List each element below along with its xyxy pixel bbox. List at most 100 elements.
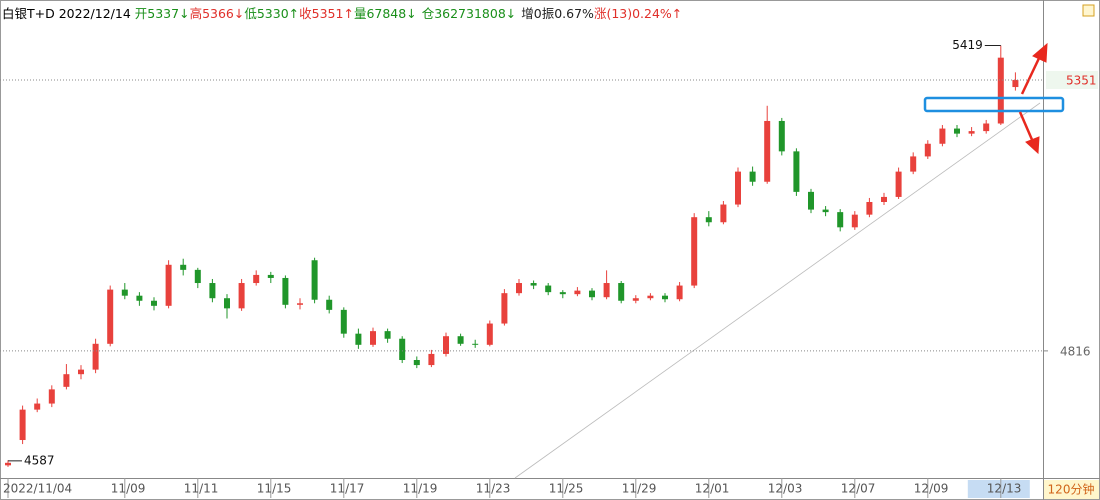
quote-item: 高5366↓ [189, 6, 245, 21]
quote-items: 开5337↓高5366↓低5330↑收5351↑量67848↓ 仓36273180… [135, 6, 683, 21]
x-tick-highlight [967, 480, 1030, 498]
settings-icon[interactable] [1082, 4, 1095, 17]
candle-body [238, 283, 245, 309]
candle-body [19, 409, 26, 441]
candle-body [618, 283, 625, 301]
candle-body [311, 260, 318, 300]
candle-body [267, 274, 274, 278]
x-tick-label: 12/03 [768, 482, 803, 496]
candle-body [326, 299, 333, 310]
candle-body [516, 283, 522, 294]
trend-line [514, 102, 1041, 479]
candle-body [676, 285, 683, 300]
candle-body [501, 293, 508, 324]
quote-item: 收5351↑ [299, 6, 354, 21]
arrows [1018, 42, 1048, 155]
x-tick-label: 2022/11/04 [3, 482, 72, 496]
candle-body [735, 171, 741, 205]
candle-body [589, 290, 595, 298]
candle-body [78, 369, 84, 375]
candle-body [793, 151, 800, 192]
candle-body [48, 389, 55, 404]
x-tick-label: 11/29 [622, 482, 657, 496]
last-price-bg [1046, 70, 1098, 89]
highlight-box [923, 96, 1065, 113]
candle-body [165, 264, 172, 306]
candle-body [151, 300, 157, 306]
candle-body [778, 120, 785, 152]
candle-body [384, 331, 391, 339]
candle-body [574, 290, 581, 295]
candle-body [5, 462, 11, 466]
x-tick-label: 12/13 [987, 482, 1022, 496]
x-tick-label: 11/15 [257, 482, 292, 496]
candle-body [457, 336, 464, 344]
candle-body [413, 360, 420, 366]
arrow-down-head [1025, 136, 1040, 155]
quote-item: 增0 [521, 6, 542, 21]
candle-body [370, 331, 376, 345]
candle-body [486, 323, 493, 345]
candle-body [340, 309, 347, 334]
x-tick-label: 11/11 [184, 482, 219, 496]
candle-body [443, 336, 449, 354]
candle-body [34, 403, 41, 410]
candle-body [983, 123, 990, 132]
arrow-up [1020, 53, 1043, 95]
candle-body [63, 374, 70, 387]
candle-body [632, 298, 639, 301]
candle-body [1012, 79, 1019, 88]
candle-body [194, 269, 201, 284]
x-tick-label: 11/09 [111, 482, 146, 496]
quote-item: 量67848↓ [353, 6, 417, 21]
candle-body [822, 209, 829, 213]
candle-body [881, 196, 887, 202]
candle-body [924, 143, 931, 157]
candle-body [720, 204, 727, 223]
candle-body [355, 333, 362, 345]
candle-body [559, 292, 566, 295]
candle-body [764, 120, 771, 182]
candle-body [530, 283, 537, 286]
candle-body [895, 171, 902, 197]
candle-body [209, 283, 216, 299]
y-tick-label: 4816 [1060, 344, 1091, 358]
quote-item: 低5330↑ [244, 6, 300, 21]
candle-body [603, 283, 610, 298]
quote-item: 振0.67% [541, 6, 594, 21]
x-tick-label: 12/09 [914, 482, 949, 496]
candle-body [808, 191, 814, 210]
x-tick-label: 12/01 [695, 482, 730, 496]
candle-body [253, 274, 260, 284]
date: 2022/12/14 [58, 6, 131, 21]
candle-body [851, 214, 858, 228]
candle-body [662, 295, 668, 300]
arrow-up-head [1032, 42, 1048, 63]
quote-item: 开5337↓ [134, 6, 190, 21]
candle-body [866, 201, 873, 215]
candles [5, 45, 1019, 467]
x-tick-label: 11/25 [549, 482, 584, 496]
candle-body [647, 295, 654, 299]
candle-body [939, 128, 946, 144]
candle-body [705, 217, 712, 223]
symbol: 白银T+D [2, 6, 55, 21]
x-tick-label: 11/19 [403, 482, 438, 496]
candle-body [968, 131, 975, 134]
candle-body [297, 303, 303, 305]
candle-body [180, 264, 187, 270]
candle-body [107, 289, 114, 344]
last-price-label: 5351 [1066, 73, 1097, 87]
header: 白银T+D 2022/12/14 开5337↓高5366↓低5330↑收5351… [2, 3, 682, 22]
max-label: 5419 [952, 38, 983, 52]
quote-item: 仓362731808↓ [421, 6, 517, 21]
arrow-down [1018, 111, 1035, 143]
x-tick-label: 12/07 [841, 482, 876, 496]
quote-item: 涨(13)0.24%↑ [593, 6, 683, 21]
candle-body [92, 343, 99, 370]
candle-body [121, 289, 128, 296]
candle-body [282, 277, 289, 305]
